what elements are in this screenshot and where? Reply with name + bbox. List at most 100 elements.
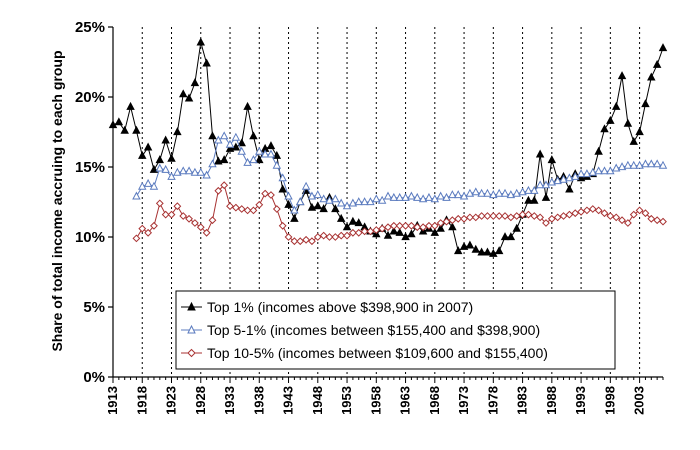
series-0-point bbox=[143, 142, 153, 151]
legend-label-top-10-5: Top 10-5% (incomes between $109,600 and … bbox=[207, 345, 548, 361]
series-1-point bbox=[407, 191, 416, 200]
series-1-point bbox=[377, 195, 387, 204]
series-2-point bbox=[512, 212, 521, 220]
x-tick-label: 1928 bbox=[193, 386, 208, 415]
series-2-point bbox=[448, 216, 457, 225]
x-tick-label: 1953 bbox=[339, 386, 354, 415]
series-1-point bbox=[553, 176, 562, 185]
series-2-point bbox=[588, 205, 597, 213]
series-0-point bbox=[126, 101, 135, 110]
series-1-point bbox=[225, 139, 235, 148]
x-tick-label: 1923 bbox=[164, 386, 179, 415]
series-0-point bbox=[272, 150, 282, 159]
series-2-point bbox=[571, 209, 580, 218]
series-2-point bbox=[653, 216, 662, 225]
legend-marker-top-10-5 bbox=[187, 348, 196, 358]
series-0-point bbox=[208, 131, 217, 140]
series-1-point bbox=[284, 191, 293, 200]
legend-marker-top-5-1 bbox=[187, 324, 196, 334]
series-1-point bbox=[331, 194, 340, 203]
series-0-point bbox=[132, 125, 141, 134]
series-2-point bbox=[231, 203, 240, 212]
series-1-point bbox=[424, 192, 434, 201]
series-2-point bbox=[547, 214, 556, 223]
series-2-point bbox=[471, 213, 480, 222]
series-2-point bbox=[360, 227, 369, 236]
y-tick-label: 0% bbox=[83, 369, 105, 386]
series-1-point bbox=[132, 191, 141, 200]
x-tick-label: 1943 bbox=[281, 386, 296, 415]
series-2-point bbox=[659, 217, 667, 226]
series-1-point bbox=[272, 160, 282, 169]
series-0-point bbox=[635, 127, 644, 136]
series-1-point bbox=[143, 178, 153, 187]
x-tick-label: 1973 bbox=[456, 386, 471, 415]
series-0-point bbox=[611, 101, 621, 110]
series-0-point bbox=[184, 93, 194, 102]
series-2-point bbox=[132, 234, 141, 243]
series-1-point bbox=[354, 197, 363, 206]
series-0-point bbox=[389, 226, 399, 235]
series-1-point bbox=[453, 190, 463, 199]
series-2-point bbox=[635, 206, 644, 215]
series-0-point bbox=[594, 146, 603, 155]
series-1-point bbox=[559, 174, 568, 183]
series-1-point bbox=[389, 192, 399, 201]
x-tick-label: 1938 bbox=[251, 386, 266, 415]
series-1-point bbox=[506, 190, 516, 199]
series-2-point bbox=[518, 210, 527, 219]
series-1-point bbox=[184, 166, 194, 175]
series-1-point bbox=[594, 166, 603, 175]
series-2-point bbox=[220, 181, 229, 190]
x-tick-label: 1983 bbox=[515, 386, 530, 415]
series-1-point bbox=[617, 162, 627, 171]
series-1-point bbox=[161, 164, 170, 173]
series-0-point bbox=[178, 89, 188, 98]
series-1-point bbox=[565, 173, 574, 182]
series-2-point bbox=[161, 210, 170, 219]
series-1-point bbox=[325, 195, 334, 204]
series-2-point bbox=[337, 231, 346, 240]
series-0-point bbox=[319, 204, 328, 213]
series-0-point bbox=[255, 155, 264, 164]
series-0-point bbox=[214, 156, 223, 165]
series-2-point bbox=[185, 214, 193, 223]
series-2-point bbox=[600, 209, 609, 218]
series-2-point bbox=[308, 237, 316, 246]
series-0-point bbox=[547, 155, 557, 164]
series-0-point bbox=[565, 184, 574, 193]
series-0-point bbox=[138, 150, 147, 159]
series-0-point bbox=[313, 201, 323, 210]
series-2-point bbox=[348, 228, 357, 237]
series-2-point bbox=[583, 206, 591, 215]
series-2-point bbox=[530, 212, 539, 220]
series-0-point bbox=[196, 37, 205, 46]
series-2-point bbox=[594, 206, 603, 215]
series-2-point bbox=[413, 223, 422, 232]
x-tick-label: 1918 bbox=[134, 386, 149, 415]
series-0-point bbox=[284, 199, 293, 208]
series-1-point bbox=[442, 192, 451, 201]
series-0-point bbox=[167, 153, 176, 162]
series-1-point bbox=[395, 192, 404, 201]
series-1-point bbox=[296, 197, 305, 206]
series-1-point bbox=[611, 163, 621, 172]
series-1-point bbox=[483, 188, 492, 197]
series-0-point bbox=[606, 115, 615, 124]
series-2-point bbox=[173, 202, 182, 211]
series-0-point bbox=[249, 131, 258, 140]
series-1-point bbox=[436, 191, 445, 200]
series-2-point bbox=[167, 210, 176, 219]
series-1-point bbox=[173, 167, 182, 176]
series-1-point bbox=[208, 159, 217, 168]
series-1-point bbox=[196, 167, 205, 176]
series-2-point bbox=[354, 228, 363, 237]
series-1-point bbox=[430, 194, 440, 203]
series-1-point bbox=[266, 149, 276, 158]
series-1-point bbox=[202, 170, 211, 179]
series-1-point bbox=[342, 201, 352, 210]
series-1-point bbox=[313, 190, 323, 199]
series-2-point bbox=[196, 223, 205, 232]
series-1-point bbox=[623, 160, 633, 169]
series-2-point bbox=[302, 235, 310, 244]
